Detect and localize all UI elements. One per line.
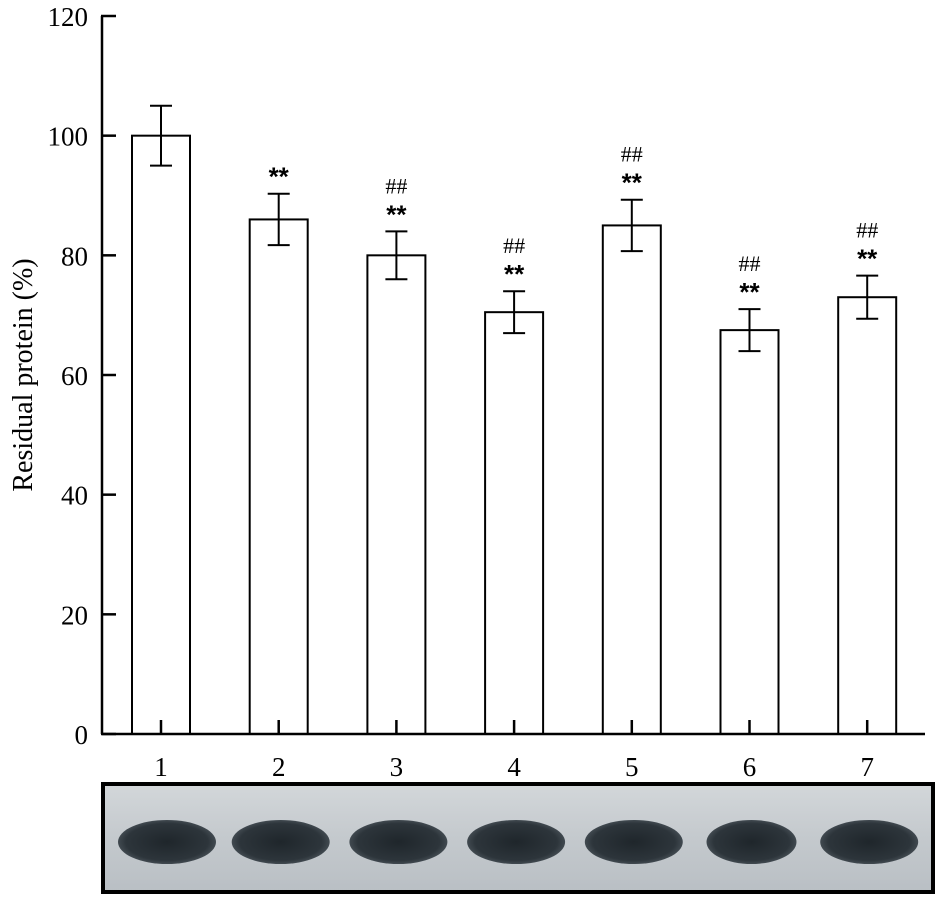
gel-image [101,782,935,894]
x-tick-label: 5 [625,752,639,782]
y-axis: 0 20 40 60 80 100 120 [48,2,116,750]
significance-stars: ** [622,168,643,198]
significance-stars: ** [386,199,407,229]
significance-hashes: ## [503,233,525,258]
y-tick-label: 60 [61,361,88,391]
y-tick-label: 40 [61,481,88,511]
x-tick-label: 4 [507,752,521,782]
bar [837,296,898,735]
bar [484,311,545,735]
significance-hashes: ## [621,142,643,167]
gel-band [231,820,330,864]
x-tick-label: 2 [272,752,286,782]
x-tick-label: 3 [390,752,404,782]
bar [248,218,309,735]
significance-stars: ** [504,259,525,289]
bar [601,224,662,736]
bar [719,329,780,735]
significance-stars: ** [739,277,760,307]
x-axis: 1 2 3 4 5 6 7 [154,720,874,782]
significance-hashes: ## [385,173,407,198]
gel-band [349,820,448,864]
y-tick-label: 120 [48,2,89,32]
x-tick-label: 1 [154,752,168,782]
y-tick-label: 80 [61,241,88,271]
y-tick-label: 100 [48,122,89,152]
gel-band [820,820,919,864]
x-tick-label: 6 [743,752,757,782]
gel-band [467,820,566,864]
gel-band [584,820,683,864]
bar [366,254,427,735]
significance-stars: ** [269,162,290,192]
x-tick-label: 7 [860,752,874,782]
significance-hashes: ## [856,218,878,243]
significance-stars: ** [857,244,878,274]
bars: ****##**##**##**## **## [131,104,898,736]
y-tick-label: 20 [61,600,88,630]
significance-hashes: ## [739,251,761,276]
bar [131,134,191,735]
gel-band [118,820,216,864]
y-tick-label: 0 [75,720,89,750]
gel-band [706,820,797,864]
y-axis-title: Residual protein (%) [8,258,39,491]
